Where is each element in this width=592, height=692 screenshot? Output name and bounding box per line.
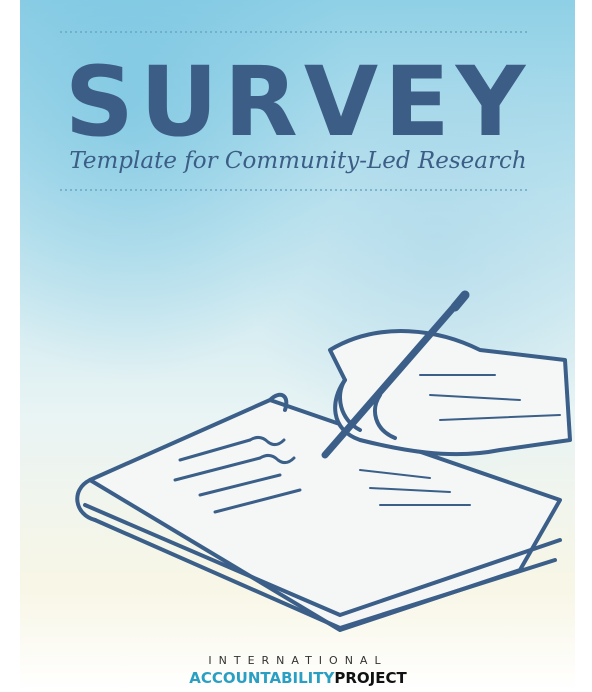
title: SURVEY [65, 46, 531, 158]
logo-line1: INTERNATIONAL [208, 654, 387, 667]
page: SURVEY Template for Community-Led Resear… [0, 0, 592, 692]
cover: SURVEY Template for Community-Led Resear… [0, 0, 592, 692]
logo-name: ACCOUNTABILITYPROJECT [189, 669, 407, 687]
logo-name-part1: ACCOUNTABILITY [189, 669, 335, 687]
subtitle: Template for Community-Led Research [69, 148, 526, 174]
logo-name-part2: PROJECT [334, 669, 407, 687]
